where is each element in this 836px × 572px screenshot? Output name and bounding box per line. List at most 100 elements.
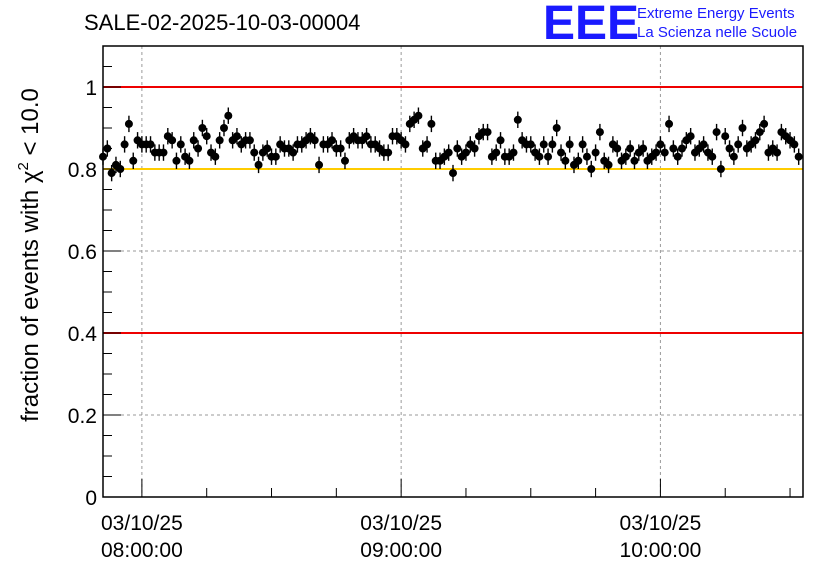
data-point: [725, 144, 734, 153]
data-point: [215, 136, 224, 145]
data-point: [168, 136, 177, 145]
x-tick-label-date: 03/10/25: [360, 512, 442, 535]
data-point: [271, 152, 280, 161]
data-point: [198, 124, 207, 132]
data-point: [751, 136, 760, 145]
y-axis-label-sup: 2: [15, 162, 32, 170]
data-point: [595, 128, 604, 137]
data-point: [211, 152, 220, 161]
data-point: [120, 140, 129, 149]
data-point: [470, 144, 479, 153]
chart-title: SALE-02-2025-10-03-00004: [84, 10, 361, 35]
y-tick-label: 0: [85, 487, 97, 510]
axis-labels: 0 0.2 0.4 0.6 0.8 1 03/10/25 08:00:00 03/10/25 09…: [68, 77, 701, 562]
data-point: [328, 136, 337, 145]
data-point: [535, 152, 544, 161]
data-point: [315, 160, 324, 169]
data-point: [526, 140, 535, 149]
x-tick-label-date: 03/10/25: [620, 512, 702, 535]
eee-logo-mark: EEE: [543, 0, 640, 50]
data-point: [254, 160, 263, 169]
y-tick-label: 1: [85, 77, 97, 100]
data-point: [362, 132, 371, 141]
y-axis-label-chi: χ: [17, 170, 44, 183]
data-point: [561, 156, 570, 165]
data-point: [621, 152, 630, 161]
y-tick-label: 0.4: [68, 323, 98, 346]
data-point: [738, 124, 747, 132]
data-point: [124, 119, 133, 128]
data-point: [250, 148, 259, 157]
data-point: [194, 144, 203, 153]
grid-layer: [103, 46, 803, 497]
data-point: [613, 144, 622, 153]
data-point: [652, 148, 661, 157]
data-point: [760, 119, 769, 128]
data-point: [755, 128, 764, 137]
data-point: [310, 136, 319, 145]
data-point: [509, 148, 518, 157]
data-point: [513, 115, 522, 124]
data-point: [565, 140, 574, 149]
data-point: [107, 169, 116, 178]
data-point: [129, 156, 138, 165]
axes-frame: [102, 45, 804, 498]
reference-lines: [103, 86, 803, 334]
data-point: [232, 132, 241, 141]
data-point: [639, 144, 648, 153]
data-point: [444, 148, 453, 157]
data-point: [790, 140, 799, 149]
data-point: [699, 140, 708, 149]
data-point: [544, 152, 553, 161]
data-point: [176, 140, 185, 149]
data-point: [146, 140, 155, 149]
data-point: [721, 132, 730, 141]
data-point: [336, 144, 345, 153]
eee-logo-text: Extreme Energy Events La Scienza nelle S…: [637, 4, 797, 42]
data-point: [340, 156, 349, 165]
data-point: [587, 165, 596, 173]
data-point: [686, 132, 695, 141]
data-point: [734, 140, 743, 149]
logo-line-1: Extreme Energy Events: [637, 5, 795, 22]
data-point: [539, 140, 548, 149]
data-point: [453, 144, 462, 153]
data-point: [773, 148, 782, 157]
data-point: [669, 144, 678, 153]
y-tick-label: 0.6: [68, 241, 97, 264]
data-point: [496, 136, 505, 145]
data-point: [423, 140, 432, 149]
data-point: [665, 119, 674, 128]
data-point: [578, 140, 587, 149]
y-tick-label: 0.2: [68, 405, 97, 428]
data-point: [185, 156, 194, 165]
logo-line-2: La Scienza nelle Scuole: [637, 24, 798, 41]
y-axis-label-suffix: < 10.0: [17, 88, 44, 162]
y-axis-label-prefix: fraction of events with: [17, 183, 44, 422]
data-point: [678, 144, 687, 153]
data-point: [708, 152, 717, 161]
data-point: [461, 148, 470, 157]
data-point: [172, 156, 181, 165]
data-point: [483, 128, 492, 137]
data-point: [729, 152, 738, 161]
data-point: [159, 148, 168, 157]
data-point: [219, 124, 228, 132]
data-point: [401, 140, 410, 149]
data-point: [712, 128, 721, 137]
data-point: [557, 148, 566, 157]
x-tick-label-time: 10:00:00: [620, 539, 702, 562]
data-point: [552, 124, 561, 132]
data-point: [449, 169, 457, 178]
data-point: [630, 156, 639, 165]
data-point: [289, 148, 298, 157]
data-point: [574, 156, 583, 165]
data-point: [660, 148, 669, 157]
data-point: [263, 144, 272, 153]
data-point: [492, 148, 501, 157]
data-point: [604, 160, 613, 169]
data-point: [656, 140, 665, 149]
data-point: [673, 152, 682, 161]
data-point: [202, 132, 211, 141]
